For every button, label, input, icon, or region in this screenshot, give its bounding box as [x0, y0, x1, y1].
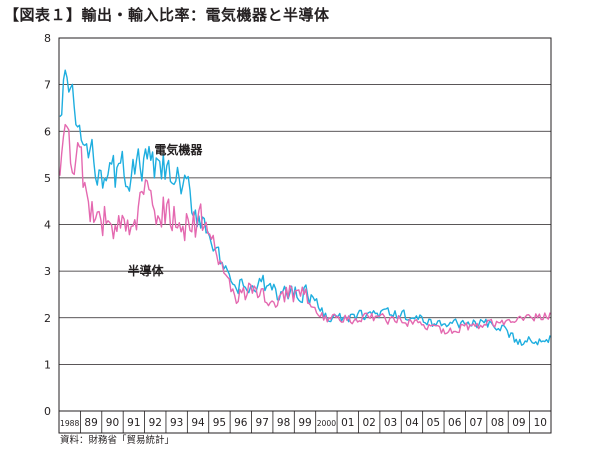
x-tick-label: 96 [234, 417, 248, 429]
y-tick-label: 6 [44, 125, 51, 138]
grid-layer [59, 84, 551, 365]
x-tick-label: 93 [170, 417, 183, 429]
series-line-denki [59, 69, 551, 346]
y-tick-label: 3 [44, 265, 51, 278]
source-note: 資料：財務省「貿易統計」 [60, 435, 175, 446]
x-tick-label: 99 [298, 417, 311, 429]
y-tick-label: 7 [44, 79, 51, 92]
y-tick-label: 8 [44, 32, 51, 45]
x-tick-label: 89 [84, 417, 97, 429]
x-tick-label: 94 [191, 417, 205, 429]
x-tick-label: 06 [448, 417, 462, 429]
x-tick-label: 97 [256, 417, 269, 429]
x-tick-label: 01 [341, 417, 354, 429]
x-tick-label: 95 [213, 417, 226, 429]
x-tick-label: 05 [427, 417, 440, 429]
x-tick-label: 2000 [317, 419, 336, 428]
x-tick-label: 98 [277, 417, 290, 429]
x-tick-label: 07 [469, 417, 482, 429]
x-tick-label: 02 [362, 417, 375, 429]
y-tick-label: 1 [44, 358, 51, 371]
x-tick-label: 10 [534, 417, 547, 429]
series-line-handotai [59, 123, 551, 335]
x-tick-label: 90 [106, 417, 119, 429]
x-tick-label: 1988 [60, 419, 79, 428]
x-tick-label: 09 [512, 417, 525, 429]
year-axis-band [58, 410, 552, 434]
series-layer [59, 69, 551, 346]
chart-title: 【図表１】輸出・輸入比率：電気機器と半導体 [4, 6, 330, 24]
x-tick-label: 04 [405, 417, 419, 429]
y-tick-label: 5 [44, 172, 51, 185]
y-tick-label: 0 [44, 405, 51, 418]
y-tick-label: 2 [44, 312, 51, 325]
series-annotation: 半導体 [128, 263, 165, 278]
x-tick-label: 08 [491, 417, 504, 429]
x-tick-label: 92 [149, 417, 162, 429]
x-tick-label: 91 [127, 417, 140, 429]
series-annotation: 電気機器 [154, 142, 203, 157]
x-tick-label: 03 [384, 417, 397, 429]
y-tick-label: 4 [44, 219, 51, 232]
